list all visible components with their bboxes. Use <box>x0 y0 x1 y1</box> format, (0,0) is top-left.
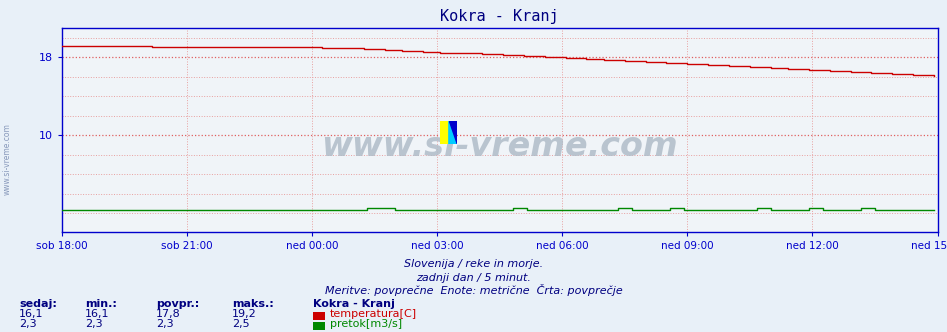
Polygon shape <box>449 121 457 144</box>
Text: Meritve: povprečne  Enote: metrične  Črta: povprečje: Meritve: povprečne Enote: metrične Črta:… <box>325 284 622 296</box>
Text: 16,1: 16,1 <box>19 309 44 319</box>
Text: 2,5: 2,5 <box>232 319 250 329</box>
Text: sedaj:: sedaj: <box>19 299 57 309</box>
Text: www.si-vreme.com: www.si-vreme.com <box>3 124 12 195</box>
Text: 2,3: 2,3 <box>19 319 37 329</box>
Text: Kokra - Kranj: Kokra - Kranj <box>313 299 394 309</box>
Polygon shape <box>440 121 449 144</box>
Text: min.:: min.: <box>85 299 117 309</box>
Text: povpr.:: povpr.: <box>156 299 200 309</box>
Text: 2,3: 2,3 <box>85 319 103 329</box>
Polygon shape <box>449 121 457 144</box>
Text: temperatura[C]: temperatura[C] <box>330 309 417 319</box>
Text: 16,1: 16,1 <box>85 309 110 319</box>
Text: www.si-vreme.com: www.si-vreme.com <box>321 130 678 163</box>
Text: 19,2: 19,2 <box>232 309 257 319</box>
Text: 2,3: 2,3 <box>156 319 174 329</box>
Text: pretok[m3/s]: pretok[m3/s] <box>330 319 402 329</box>
Title: Kokra - Kranj: Kokra - Kranj <box>440 9 559 24</box>
Text: zadnji dan / 5 minut.: zadnji dan / 5 minut. <box>416 273 531 283</box>
Text: Slovenija / reke in morje.: Slovenija / reke in morje. <box>404 259 543 269</box>
Text: maks.:: maks.: <box>232 299 274 309</box>
Text: 17,8: 17,8 <box>156 309 181 319</box>
